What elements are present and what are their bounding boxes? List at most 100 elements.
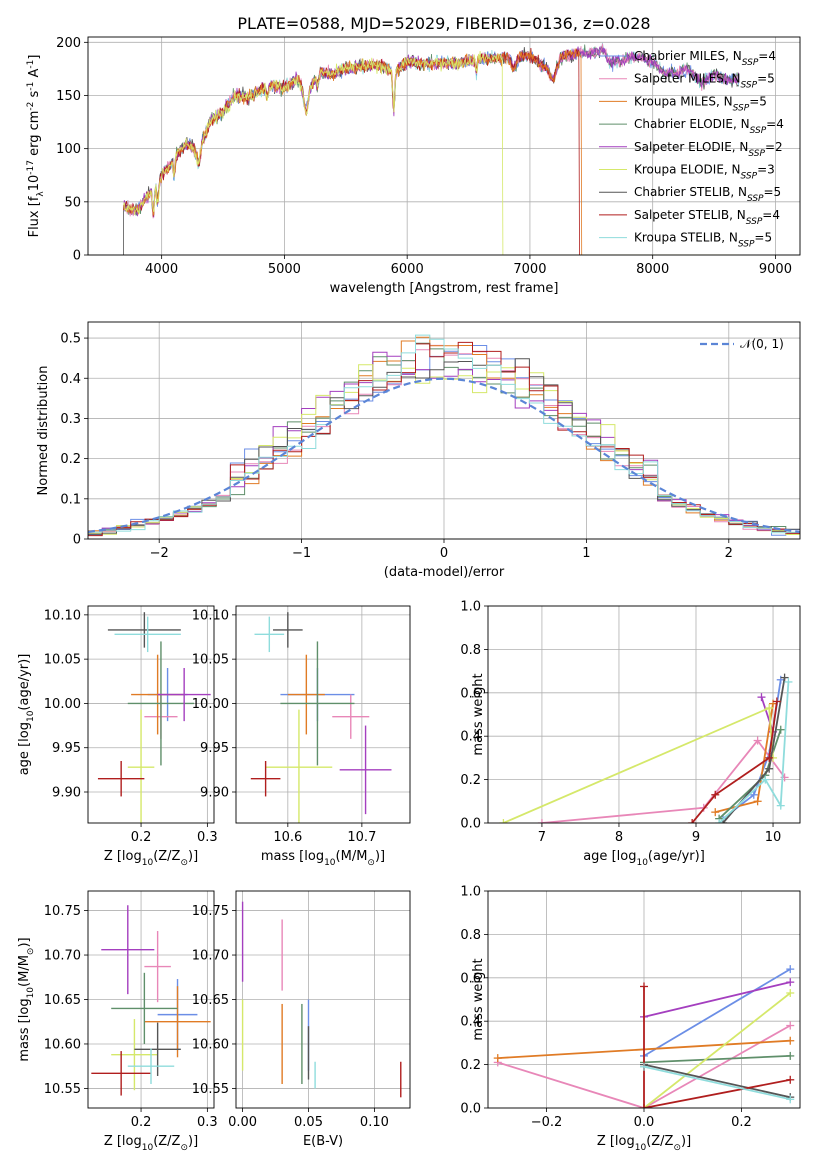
- x-tick-label: 0.00: [228, 1115, 257, 1130]
- legend-label-n: =5: [757, 72, 775, 86]
- legend-label-main: Salpeter ELODIE, N: [634, 140, 748, 154]
- y-tick-label: 10.00: [44, 697, 81, 712]
- y-tick-label: 0.2: [460, 1058, 481, 1073]
- y-tick-label: 10.55: [44, 1082, 81, 1097]
- y-tick-label: 9.95: [200, 741, 229, 756]
- y-axis-label: mass weight: [471, 673, 486, 755]
- x-tick-label: 0.2: [731, 1115, 752, 1130]
- label-part: Z [log: [104, 1134, 142, 1149]
- legend-label-n: =5: [764, 185, 782, 199]
- x-tick-label: −2: [150, 546, 169, 561]
- label-part: s: [27, 90, 42, 101]
- legend-label: Chabrier MILES, NSSP=4: [634, 49, 776, 68]
- axes-frame: [87, 36, 801, 256]
- label-part: E(B-V): [303, 1134, 343, 1149]
- legend-label: 𝒩(0, 1): [740, 337, 784, 351]
- legend-label-sub: SSP: [741, 172, 758, 182]
- legend-label-n: =3: [757, 163, 775, 177]
- y-tick-label: 100: [56, 142, 81, 157]
- x-tick-label: 7: [538, 830, 546, 845]
- axes-frame: [235, 605, 411, 824]
- weight-line: [497, 1024, 791, 1108]
- label-part: 10: [636, 858, 648, 868]
- axes-mass-ebv: 0.00 0.05 0.10 10.55 10.60 10.65 10.70 10.75 E(B…: [192, 890, 411, 1149]
- legend-label: Kroupa STELIB, NSSP=5: [634, 231, 772, 250]
- axes-spectrum: 4000 5000 6000 7000 8000 9000 0 50 100 150 200 wave…: [26, 36, 801, 296]
- axes-frame: [487, 605, 801, 824]
- legend-label: Salpeter STELIB, NSSP=4: [634, 208, 780, 227]
- label-part: ⊙: [26, 948, 36, 956]
- label-part: Normed distribution: [36, 366, 51, 496]
- legend-label-n: =5: [754, 231, 772, 245]
- x-axis-label: mass [log10(M/M⊙)]: [261, 849, 385, 868]
- y-tick-label: 10.60: [192, 1037, 229, 1052]
- weight-line: [643, 992, 791, 1108]
- y-tick-label: 0.2: [460, 773, 481, 788]
- spectrum-line: [123, 47, 739, 255]
- x-tick-label: 8: [615, 830, 623, 845]
- weight-line: [643, 1055, 791, 1064]
- legend-label-n: =4: [766, 117, 784, 131]
- label-part: (data-model)/error: [384, 565, 505, 580]
- spectrum-line: [123, 50, 739, 255]
- label-part: -1: [26, 60, 36, 69]
- legend-label-sub: SSP: [746, 217, 763, 227]
- label-part: λ: [36, 191, 46, 197]
- y-tick-label: 10.05: [44, 653, 81, 668]
- x-tick-label: 1: [582, 546, 590, 561]
- legend-label-main: Chabrier STELIB, N: [634, 185, 747, 199]
- y-tick-label: 10.00: [192, 697, 229, 712]
- label-part: (Z/Z: [153, 1134, 180, 1149]
- label-part: ⊙: [673, 1143, 681, 1153]
- legend-label-main: Kroupa STELIB, N: [634, 231, 738, 245]
- axes-weight-Z: −0.2 0.0 0.2 0.0 0.2 0.4 0.6 0.8 1.0 Z [log10(Z/Z…: [460, 885, 801, 1153]
- normal-curve: [88, 377, 800, 534]
- x-tick-label: 0.05: [294, 1115, 323, 1130]
- plot-area-mass-ebv: [241, 901, 402, 1098]
- label-part: -17: [26, 160, 36, 175]
- label-part: erg cm: [27, 111, 42, 160]
- y-tick-label: 0.4: [460, 730, 481, 745]
- y-tick-label: 0.0: [460, 1102, 481, 1117]
- label-part: (M/M: [17, 955, 32, 987]
- x-tick-label: 7000: [513, 262, 546, 277]
- plot-area-age-Z: [97, 612, 211, 823]
- axes-frame: [487, 890, 801, 1109]
- legend-label-sub: SSP: [747, 194, 764, 204]
- y-tick-label: 0.6: [460, 686, 481, 701]
- legend-label-main: Salpeter STELIB, N: [634, 208, 746, 222]
- plot-area-spectrum: [123, 42, 739, 255]
- y-tick-label: 10.70: [44, 949, 81, 964]
- y-tick-label: 9.95: [52, 741, 81, 756]
- label-part: )]: [17, 937, 32, 947]
- y-axis-label: mass weight: [471, 958, 486, 1040]
- y-tick-label: 10.75: [192, 904, 229, 919]
- label-part: mass weight: [471, 673, 486, 755]
- label-part: (M/M: [336, 849, 368, 864]
- label-part: ⊙: [180, 1143, 188, 1153]
- y-tick-label: 1.0: [460, 885, 481, 900]
- weight-line: [643, 981, 791, 1018]
- y-tick-label: 0.8: [460, 643, 481, 658]
- y-tick-label: 9.90: [52, 786, 81, 801]
- x-tick-label: 6000: [391, 262, 424, 277]
- label-part: Flux [f: [27, 196, 42, 237]
- x-tick-label: 10.7: [347, 830, 376, 845]
- label-part: wavelength [Angstrom, rest frame]: [330, 281, 559, 296]
- label-part: age [log: [583, 849, 636, 864]
- axes-residuals: −2 −1 0 1 2 0 0.1 0.2 0.3 0.4 0.5 (data-model)/erro…: [36, 321, 801, 580]
- legend-label-main: Salpeter MILES, N: [634, 72, 741, 86]
- legend-label-n: =4: [758, 49, 776, 63]
- x-tick-label: 0.3: [197, 830, 218, 845]
- legend-label: Chabrier STELIB, NSSP=5: [634, 185, 781, 204]
- y-tick-label: 10.75: [44, 904, 81, 919]
- label-part: (age/yr)]: [17, 654, 32, 711]
- label-part: (age/yr)]: [648, 849, 705, 864]
- x-tick-label: 8000: [636, 262, 669, 277]
- label-part: ⊙: [180, 858, 188, 868]
- y-axis-label: Normed distribution: [36, 366, 51, 496]
- histogram-step: [88, 334, 800, 534]
